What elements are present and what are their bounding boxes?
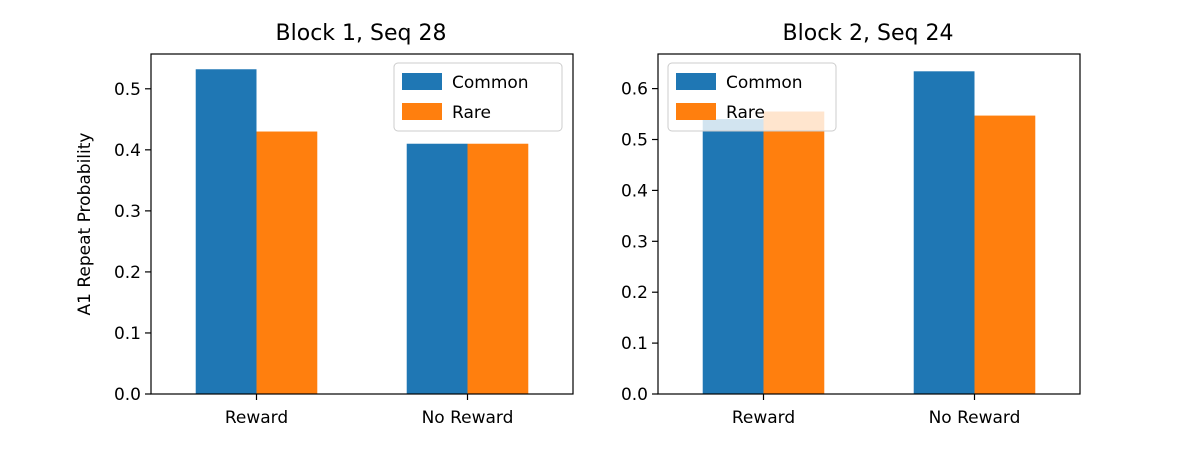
- legend-swatch: [676, 103, 716, 120]
- bar-rare-reward: [763, 111, 825, 395]
- y-tick-label: 0.2: [114, 263, 141, 283]
- x-tick-label: Reward: [732, 408, 795, 428]
- plot-frame: [657, 53, 1081, 395]
- y-tick-label: 0.1: [621, 334, 648, 354]
- y-tick-label: 0.3: [621, 232, 648, 252]
- legend-swatch: [402, 73, 442, 90]
- legend: Common Rare: [393, 62, 563, 132]
- legend-label: Rare: [452, 103, 491, 123]
- y-tick-label: 0.4: [114, 141, 141, 161]
- plot-frame: [150, 53, 574, 395]
- legend-label: Common: [452, 73, 529, 93]
- x-tick-label: No Reward: [422, 408, 514, 428]
- bar-common-reward: [702, 119, 764, 394]
- x-tick-label: Reward: [225, 408, 288, 428]
- y-tick-label: 0.5: [621, 131, 648, 151]
- x-tick-label: No Reward: [929, 408, 1021, 428]
- chart-title: Block 2, Seq 24: [783, 21, 954, 46]
- y-tick-label: 0.2: [621, 283, 648, 303]
- y-tick-label: 0.5: [114, 80, 141, 100]
- y-ticks: 0.0 0.1 0.2 0.3 0.4 0.5 0.6: [621, 80, 658, 405]
- legend-swatch: [676, 73, 716, 90]
- bar-common-no-reward: [406, 143, 468, 394]
- y-tick-label: 0.6: [621, 80, 648, 100]
- y-tick-label: 0.0: [621, 385, 648, 405]
- y-tick-label: 0.0: [114, 385, 141, 405]
- chart-title: Block 1, Seq 28: [276, 21, 447, 46]
- bar-common-reward: [195, 69, 257, 395]
- y-axis-label: A1 Repeat Probability: [75, 133, 95, 316]
- legend-label: Common: [726, 73, 803, 93]
- x-ticks: Reward No Reward: [225, 394, 514, 428]
- chart-block-2: Block 2, Seq 24 0.0 0.1 0.2 0.3 0.4 0.5 0.6 Re…: [621, 21, 1081, 428]
- legend-label: Rare: [726, 103, 765, 123]
- bar-rare-reward: [256, 131, 318, 394]
- y-tick-label: 0.4: [621, 181, 648, 201]
- legend: Common Rare: [667, 62, 837, 132]
- x-ticks: Reward No Reward: [732, 394, 1021, 428]
- bars: [195, 69, 529, 395]
- y-tick-label: 0.1: [114, 324, 141, 344]
- bar-rare-no-reward: [974, 115, 1036, 394]
- chart-block-1: Block 1, Seq 28 A1 Repeat Probability 0.…: [75, 21, 574, 428]
- legend-swatch: [402, 103, 442, 120]
- y-tick-label: 0.3: [114, 202, 141, 222]
- bars: [702, 71, 1036, 395]
- bar-common-no-reward: [913, 71, 975, 394]
- y-ticks: 0.0 0.1 0.2 0.3 0.4 0.5: [114, 80, 151, 405]
- bar-rare-no-reward: [467, 143, 529, 394]
